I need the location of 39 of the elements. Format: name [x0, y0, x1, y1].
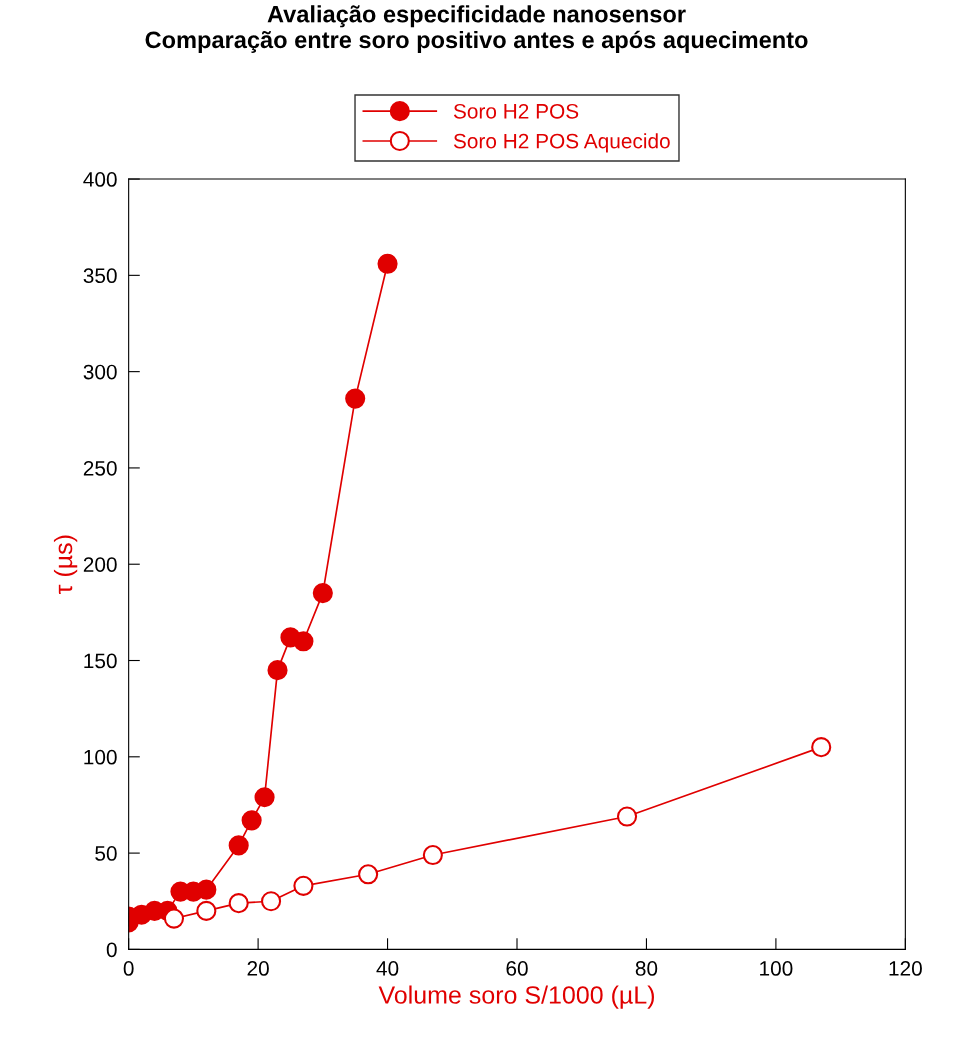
y-tick-label: 400: [83, 172, 117, 187]
point: [377, 253, 398, 274]
x-tick-label: 100: [760, 961, 793, 976]
point: [811, 737, 832, 758]
x-tick-label: 40: [376, 961, 399, 976]
point: [254, 787, 275, 808]
point: [422, 844, 443, 866]
point: [345, 388, 366, 409]
y-tick-label: 100: [84, 749, 117, 765]
point: [163, 908, 185, 929]
legend-label: Soro H2 POS Aquecido: [453, 133, 670, 153]
point: [293, 875, 314, 896]
chart-title: Avaliação especificidade nanosensor Comparação entre soro positivo antes e após aquecimento: [145, 5, 808, 53]
y-tick-label: 150: [84, 653, 117, 669]
y-tick-label: 350: [83, 268, 117, 284]
point: [312, 583, 333, 604]
x-axis-title: Volume soro S/1000 (µL): [378, 985, 654, 1009]
point: [241, 810, 262, 831]
point: [196, 879, 217, 900]
y-tick-label: 300: [83, 364, 117, 380]
point: [616, 806, 638, 827]
y-tick-label: 50: [95, 846, 117, 861]
y-tick-label: 0: [106, 942, 117, 958]
y-axis-title: τ (µs): [53, 535, 78, 595]
point: [293, 631, 314, 652]
point: [196, 900, 217, 921]
x-tick-label: 60: [506, 961, 528, 976]
point: [267, 660, 288, 681]
legend-label: Soro H2 POS: [453, 103, 579, 119]
point: [358, 864, 379, 885]
point: [228, 835, 249, 856]
point: [228, 893, 249, 914]
x-tick-label: 20: [247, 961, 269, 976]
x-tick-label: 0: [123, 961, 134, 976]
y-tick-label: 250: [83, 460, 117, 476]
y-tick-label: 200: [83, 557, 117, 572]
point: [260, 891, 282, 912]
x-tick-label: 80: [635, 961, 658, 976]
x-tick-label: 120: [889, 961, 922, 976]
